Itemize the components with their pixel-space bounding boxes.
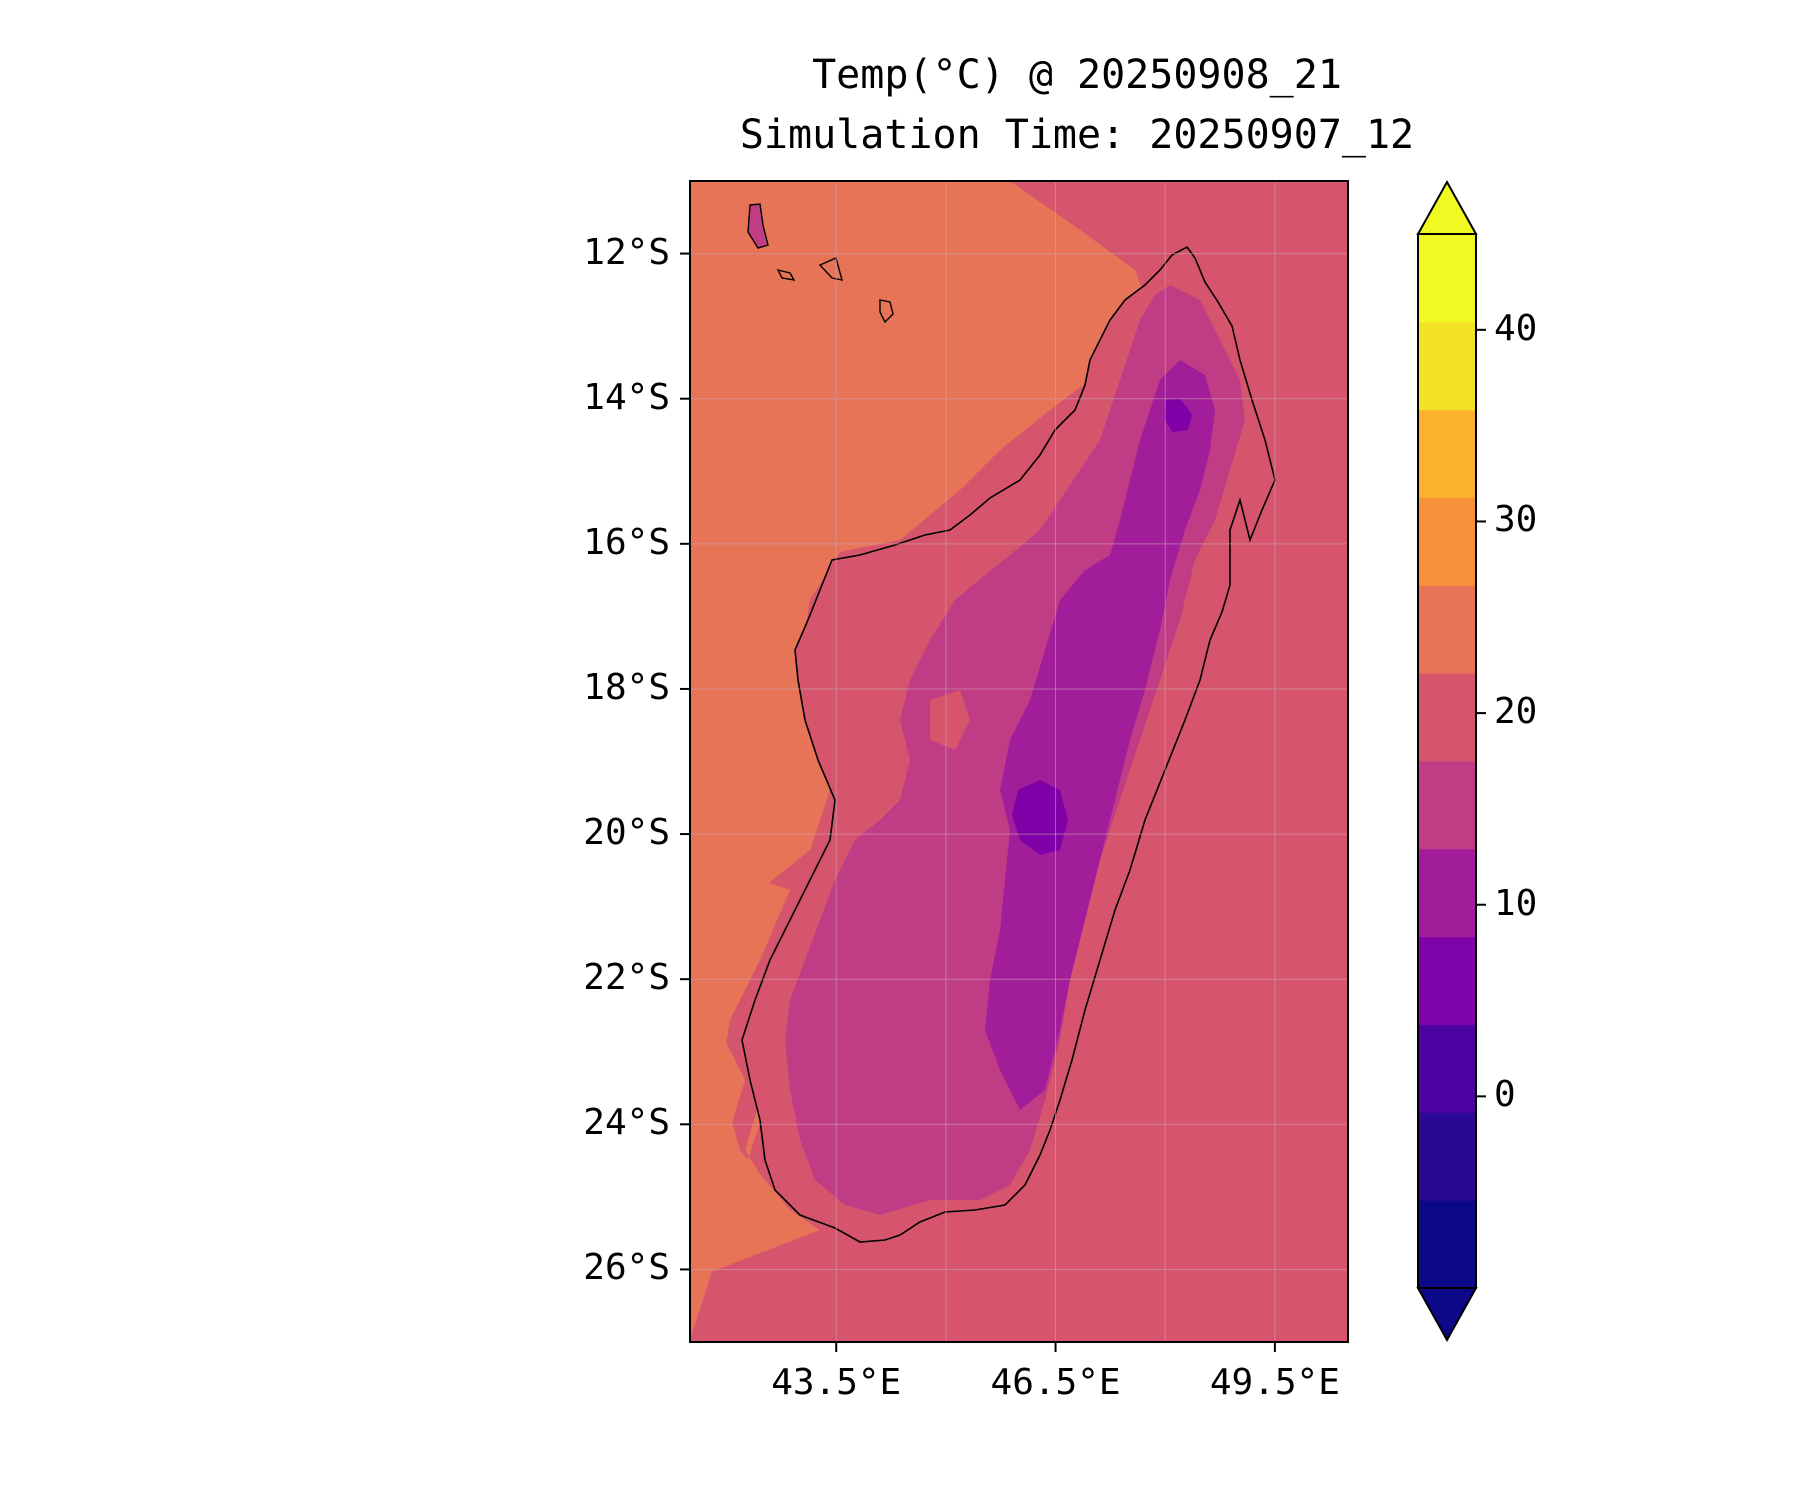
lat-tick-label: 24°S bbox=[583, 1102, 670, 1144]
gridlines bbox=[690, 181, 1348, 1342]
land-zone-cold-central bbox=[1012, 780, 1068, 855]
lon-tick-label: 46.5°E bbox=[990, 1362, 1121, 1403]
island-comoros-1 bbox=[747, 203, 769, 249]
colorbar-tick-label: 30 bbox=[1494, 499, 1538, 541]
lon-tick-label: 49.5°E bbox=[1209, 1362, 1340, 1403]
land-zone-warm-patch bbox=[930, 690, 970, 750]
map-area bbox=[690, 181, 1348, 1342]
map-title: Temp(°C) @ 20250908_21 bbox=[812, 52, 1342, 98]
colorbar-band bbox=[1418, 1112, 1476, 1201]
lat-tick-label: 12°S bbox=[583, 231, 670, 273]
lat-tick-label: 14°S bbox=[583, 376, 670, 418]
colorbar-band bbox=[1418, 321, 1476, 411]
lat-tick-label: 18°S bbox=[583, 666, 670, 708]
map-subtitle: Simulation Time: 20250907_12 bbox=[739, 112, 1415, 158]
colorbar-band bbox=[1418, 761, 1476, 850]
ocean-west-warm-zone bbox=[690, 181, 1150, 1340]
colorbar-band bbox=[1418, 848, 1476, 938]
lon-tick-label: 43.5°E bbox=[771, 1362, 902, 1403]
colorbar-extend-min bbox=[1416, 1287, 1478, 1343]
colorbar bbox=[1416, 179, 1486, 1343]
colorbar-band bbox=[1418, 585, 1476, 674]
colorbar-band bbox=[1418, 936, 1476, 1025]
lat-ticks bbox=[680, 252, 690, 1271]
colorbar-tick-label: 20 bbox=[1494, 691, 1538, 733]
colorbar-band bbox=[1418, 1200, 1476, 1289]
lat-tick-label: 22°S bbox=[583, 957, 670, 999]
lat-tick-label: 26°S bbox=[583, 1247, 670, 1289]
colorbar-tick-label: 40 bbox=[1494, 307, 1538, 349]
land-zone-cold-north bbox=[1164, 398, 1192, 432]
lat-tick-label: 20°S bbox=[583, 812, 670, 854]
colorbar-band bbox=[1418, 1024, 1476, 1113]
land-zone-cool bbox=[985, 360, 1215, 1110]
colorbar-band bbox=[1418, 673, 1476, 762]
colorbar-tick-label: 10 bbox=[1494, 882, 1538, 924]
island-comoros-2 bbox=[776, 268, 796, 281]
colorbar-band bbox=[1418, 234, 1476, 323]
map-frame bbox=[689, 180, 1349, 1343]
lat-tick-label: 16°S bbox=[583, 521, 670, 563]
ocean-southwest-warm-zone bbox=[690, 880, 820, 1280]
colorbar-extend-max bbox=[1416, 179, 1478, 235]
lon-ticks bbox=[835, 1342, 1276, 1352]
colorbar-band bbox=[1418, 497, 1476, 586]
colorbar-band bbox=[1418, 409, 1476, 498]
colorbar-frame bbox=[1417, 233, 1477, 1289]
colorbar-tick-label: 0 bbox=[1494, 1074, 1516, 1116]
island-mayotte bbox=[879, 299, 894, 324]
